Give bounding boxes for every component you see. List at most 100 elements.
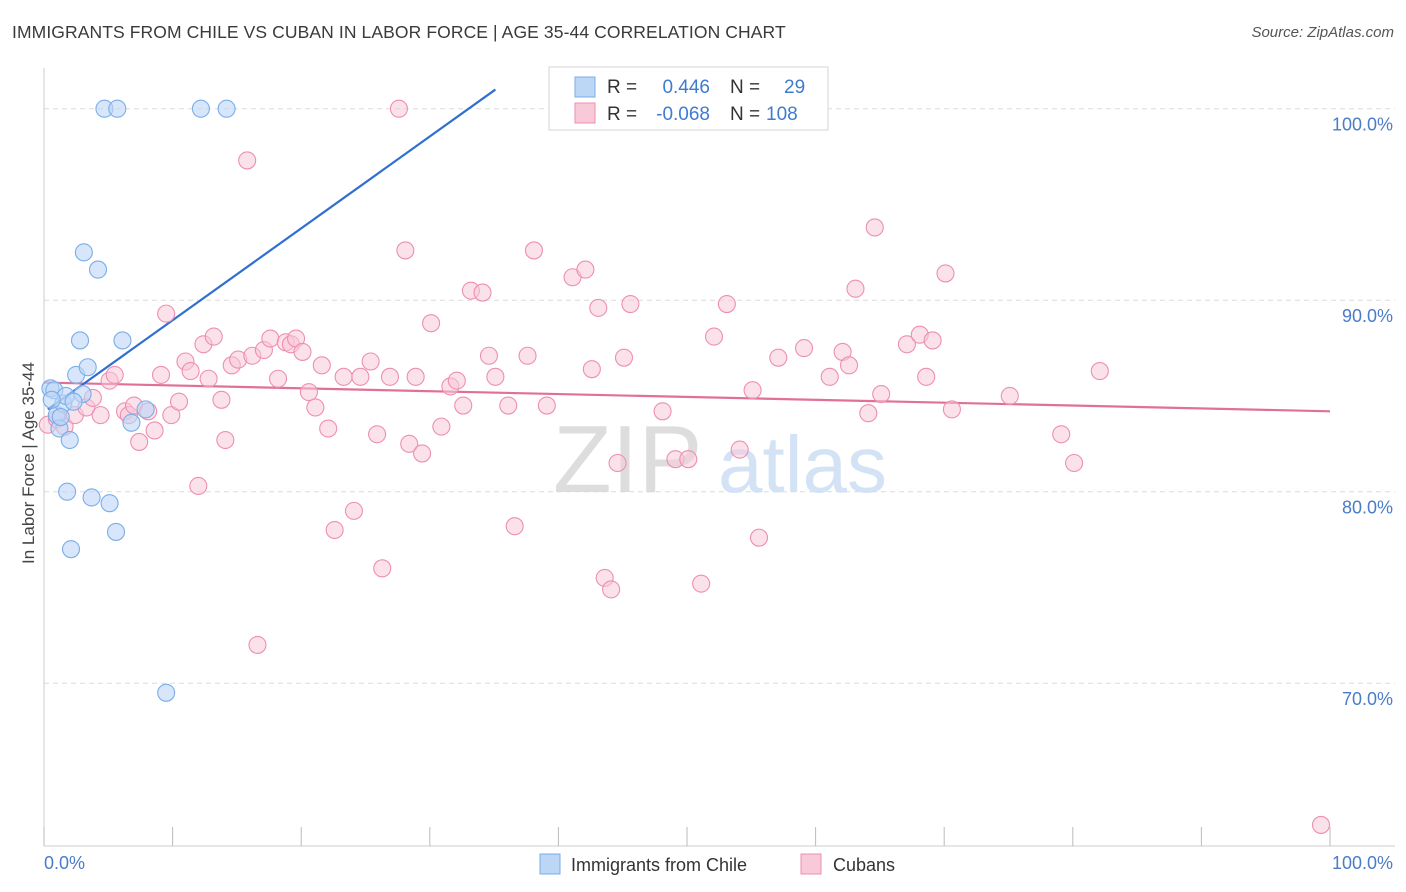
cubans-points	[38, 99, 1331, 834]
cubans-point	[704, 327, 724, 346]
cubans-point	[105, 365, 124, 384]
series-legend: Immigrants from Chile Cubans	[539, 853, 895, 875]
cubans-point	[917, 367, 936, 386]
cubans-point	[653, 402, 672, 421]
cubans-point	[839, 356, 859, 375]
cubans-point	[923, 331, 942, 350]
cubans-point	[518, 346, 537, 365]
cubans-point	[368, 425, 387, 444]
chile-point	[88, 260, 108, 279]
cubans-point	[216, 430, 235, 450]
cubans-point	[692, 574, 711, 593]
stats-n-value-1: 29	[784, 77, 805, 98]
cubans-point	[380, 367, 399, 386]
cubans-point	[189, 476, 208, 496]
cubans-point	[936, 264, 955, 283]
cubans-point	[1052, 425, 1071, 444]
trend-lines	[43, 88, 1331, 413]
stats-n-label-2: N =	[730, 104, 760, 125]
cubans-point	[524, 241, 544, 260]
cubans-point	[334, 367, 353, 386]
cubans-point	[199, 369, 218, 388]
cubans-point	[743, 381, 762, 400]
cubans-point	[589, 298, 608, 317]
cubans-point	[621, 295, 640, 314]
cubans-point	[299, 383, 318, 402]
stats-legend: R = 0.446 N = 29 R = -0.068 N = 108	[548, 66, 829, 131]
cubans-point	[505, 517, 524, 536]
cubans-point	[319, 419, 338, 438]
cubans-point	[846, 279, 865, 298]
cubans-point	[608, 453, 627, 473]
stats-swatch-pink	[574, 102, 596, 124]
stats-n-value-2: 108	[766, 104, 798, 125]
legend-swatch-cubans	[800, 853, 822, 875]
cubans-point	[261, 329, 280, 348]
cubans-point	[422, 314, 441, 333]
cubans-point	[169, 392, 189, 411]
cubans-point	[269, 369, 288, 388]
gridlines	[44, 108, 1395, 684]
y-axis-label: In Labor Force | Age 35-44	[19, 362, 38, 564]
cubans-point	[325, 520, 344, 540]
cubans-point	[582, 360, 601, 379]
cubans-point	[499, 396, 518, 415]
stats-r-label-2: R =	[607, 104, 637, 125]
cubans-point	[248, 635, 267, 654]
cubans-point	[1065, 453, 1084, 473]
cubans-point	[406, 367, 425, 386]
cubans-point	[400, 434, 419, 453]
cubans-point	[212, 390, 231, 409]
cubans-point	[1311, 815, 1331, 834]
cubans-point	[361, 352, 380, 371]
x-tick-label: 100.0%	[1332, 853, 1393, 873]
cubans-point	[238, 151, 257, 170]
cubans-point	[204, 327, 223, 346]
axes	[43, 68, 1395, 847]
cubans-point	[447, 371, 466, 390]
cubans-point	[614, 348, 634, 367]
cubans-point	[865, 218, 884, 237]
cubans-point	[312, 356, 331, 375]
chile-point	[64, 392, 83, 411]
stats-n-label-1: N =	[730, 77, 760, 98]
legend-swatch-chile	[539, 853, 561, 875]
chile-point	[70, 331, 90, 350]
cubans-point	[157, 304, 176, 323]
chile-point	[60, 430, 79, 450]
chile-point	[42, 390, 61, 409]
cubans-point	[872, 385, 891, 404]
cubans-point	[432, 417, 451, 436]
cubans-point	[820, 367, 839, 386]
cubans-point	[717, 295, 736, 314]
legend-label-cubans: Cubans	[833, 855, 895, 875]
cubans-point	[293, 342, 312, 361]
cubans-point	[373, 559, 392, 578]
cubans-point	[537, 396, 556, 415]
stats-r-value-2: -0.068	[656, 104, 710, 125]
cubans-point	[389, 99, 408, 118]
chile-point	[106, 522, 126, 541]
cubans-point	[396, 241, 415, 260]
chile-point	[82, 488, 101, 507]
chile-point	[217, 99, 236, 118]
cubans-point	[351, 367, 370, 386]
chile-point	[136, 400, 155, 419]
cubans-point	[91, 406, 110, 425]
chile-point	[74, 243, 93, 262]
cubans-point	[679, 450, 698, 469]
cubans-trend-line	[43, 381, 1331, 413]
x-tick-label: 0.0%	[44, 853, 85, 873]
chile-point	[113, 331, 132, 350]
chile-trend-line	[47, 88, 497, 411]
y-tick-label: 80.0%	[1342, 498, 1393, 518]
cubans-point	[749, 528, 769, 547]
cubans-point	[454, 396, 473, 415]
cubans-point	[413, 444, 432, 463]
chile-point	[61, 540, 81, 559]
y-tick-label: 90.0%	[1342, 306, 1393, 326]
stats-r-label-1: R =	[607, 77, 637, 98]
chile-point	[58, 482, 77, 501]
cubans-point	[897, 335, 916, 354]
